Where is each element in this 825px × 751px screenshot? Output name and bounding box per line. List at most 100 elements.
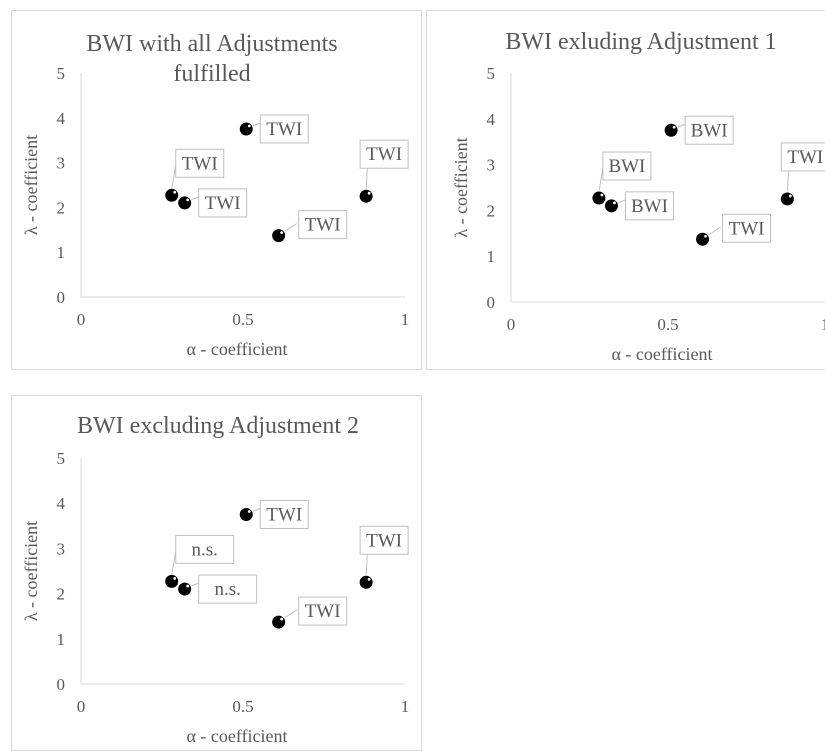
data-point <box>603 198 619 214</box>
data-label: n.s. <box>214 579 240 600</box>
label-leader-line <box>706 226 721 237</box>
x-tick-label: 1 <box>821 315 825 334</box>
y-tick-label: 1 <box>487 247 496 266</box>
data-label-box <box>198 188 248 218</box>
data-label-box <box>602 151 652 181</box>
y-tick-label: 0 <box>487 293 496 312</box>
y-tick-label: 2 <box>57 585 66 604</box>
data-point <box>177 581 193 597</box>
chart-title: BWI excluding Adjustment 2 <box>77 413 359 439</box>
y-tick-label: 5 <box>487 64 496 83</box>
y-tick-label: 4 <box>57 109 66 128</box>
y-axis-label: λ - coefficient <box>21 521 41 621</box>
data-label-box <box>298 596 348 626</box>
x-tick-label: 0.5 <box>232 697 253 716</box>
y-tick-label: 0 <box>57 288 66 307</box>
label-leader-line <box>282 609 297 620</box>
x-tick-label: 0 <box>507 315 516 334</box>
data-label-box <box>298 210 348 240</box>
y-tick-label: 4 <box>57 494 66 513</box>
chart-panel-1: BWI with all Adjustments fulfilled 0 1 2 3 4 5 0… <box>11 10 422 370</box>
data-label-box <box>259 114 309 144</box>
data-point <box>238 507 254 522</box>
data-label: TWI <box>182 153 218 174</box>
x-tick-label: 1 <box>401 697 410 716</box>
data-label-box <box>684 115 734 145</box>
x-axis-label: α - coefficient <box>186 726 287 746</box>
y-tick-label: 5 <box>57 64 66 83</box>
data-point <box>271 228 287 244</box>
data-point-highlight <box>672 125 676 129</box>
x-tick-label: 0.5 <box>232 310 253 329</box>
data-point <box>164 187 180 203</box>
data-point-group: BWI <box>663 115 734 145</box>
data-label: BWI <box>631 196 668 217</box>
data-point-group: TWI <box>238 114 309 144</box>
y-tick-label: 2 <box>57 198 66 217</box>
data-label: TWI <box>205 193 241 214</box>
chart-panel-3: BWI excluding Adjustment 2 0 1 2 3 4 5 0 0.5 1 α -… <box>11 395 422 751</box>
scatter-chart-1: BWI with all Adjustments fulfilled 0 1 2 3 4 5 0… <box>21 31 409 359</box>
x-axis-label: α - coefficient <box>186 339 287 359</box>
data-point-highlight <box>280 231 284 235</box>
data-label-box <box>359 525 409 555</box>
data-point-group: TWI <box>779 142 825 207</box>
data-label: TWI <box>266 505 302 526</box>
data-point <box>164 573 180 589</box>
data-point <box>358 188 374 204</box>
data-label: TWI <box>305 215 341 236</box>
data-point-group: TWI <box>271 596 348 630</box>
data-point-highlight <box>613 201 616 205</box>
y-tick-label: 1 <box>57 243 66 262</box>
scatter-chart-2: BWI exluding Adjustment 1 0 1 2 3 4 5 0 0.5 1 α - … <box>451 29 825 364</box>
data-point-group: TWI <box>358 525 409 590</box>
data-point <box>695 231 711 247</box>
data-point-group: TWI <box>695 213 772 247</box>
data-point-highlight <box>367 577 371 581</box>
y-tick-label: 2 <box>487 201 496 220</box>
data-point <box>271 614 287 630</box>
y-tick-label: 3 <box>57 539 66 558</box>
data-label: TWI <box>787 147 823 168</box>
data-label: BWI <box>691 120 728 141</box>
data-point-highlight <box>600 193 604 197</box>
data-point-highlight <box>173 190 177 194</box>
data-point <box>177 195 193 211</box>
label-leader-line <box>282 223 297 234</box>
data-point-highlight <box>280 617 284 621</box>
data-label-box <box>198 574 258 604</box>
data-point <box>358 574 374 590</box>
data-point-highlight <box>186 584 190 588</box>
data-label-box <box>175 148 225 178</box>
data-point-highlight <box>704 234 707 238</box>
y-axis-label: λ - coefficient <box>21 135 41 235</box>
data-label: BWI <box>608 156 645 177</box>
data-point-group: n.s. <box>164 534 235 589</box>
data-point-group: BWI <box>591 151 652 206</box>
data-point <box>779 191 795 207</box>
data-point-highlight <box>186 198 190 202</box>
y-tick-label: 5 <box>57 449 66 468</box>
data-label: TWI <box>729 218 765 239</box>
y-tick-label: 4 <box>487 110 496 129</box>
data-point-highlight <box>247 510 251 513</box>
y-axis-label: λ - coefficient <box>451 137 471 237</box>
data-point-group: n.s. <box>177 574 258 604</box>
data-point-highlight <box>247 124 251 128</box>
data-point-group: BWI <box>603 191 674 221</box>
data-label-box <box>624 191 674 221</box>
data-label-box <box>780 142 825 172</box>
x-tick-label: 0.5 <box>657 315 678 334</box>
data-point <box>238 121 254 137</box>
data-label: n.s. <box>192 539 218 560</box>
scatter-chart-3: BWI excluding Adjustment 2 0 1 2 3 4 5 0 0.5 1 α -… <box>21 413 410 746</box>
data-label-box <box>359 139 409 169</box>
data-point-group: TWI <box>164 148 225 203</box>
data-point-group: TWI <box>177 188 248 218</box>
data-point-group: TWI <box>271 210 348 244</box>
y-tick-label: 3 <box>487 156 496 175</box>
data-point-group: TWI <box>238 500 309 529</box>
data-label: TWI <box>366 530 402 551</box>
data-point-highlight <box>788 194 792 198</box>
data-label-box <box>175 534 235 564</box>
